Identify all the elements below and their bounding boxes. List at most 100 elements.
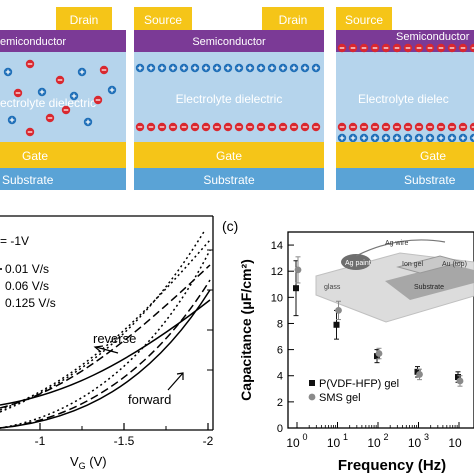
x-axis-label: Frequency (Hz) <box>338 457 446 474</box>
electrolyte-label: Electrolyte dielectric <box>176 92 283 106</box>
sweep-rate-label: 0.01 V/s <box>5 262 49 276</box>
positive-ion <box>212 63 222 73</box>
negative-ion <box>278 122 288 132</box>
x-tick-label: 10 <box>327 436 341 450</box>
negative-ion <box>256 122 266 132</box>
positive-ion <box>447 133 457 143</box>
negative-ion <box>414 43 424 53</box>
x-tick-label: -1 <box>35 434 46 448</box>
substrate-block <box>385 264 474 300</box>
sweep-rate-label: 0.125 V/s <box>5 296 56 310</box>
semiconductor-label: Semiconductor <box>192 36 266 48</box>
transfer-curve <box>0 264 211 409</box>
negative-ion <box>337 43 347 53</box>
positive-ion <box>223 63 233 73</box>
ion-rows-polarized <box>135 63 321 132</box>
positive-ion <box>77 67 87 77</box>
positive-ion <box>146 63 156 73</box>
negative-ion <box>447 122 457 132</box>
positive-ion <box>3 67 13 77</box>
x-tick-label: 10 <box>286 436 300 450</box>
electrolyte-label: Electrolyte dielec <box>358 92 449 106</box>
y-tick-label: 12 <box>271 266 283 278</box>
negative-ion <box>45 113 55 123</box>
x-tick-label: 10 <box>408 436 422 450</box>
negative-ion <box>99 65 109 75</box>
transfer-curves <box>0 229 211 429</box>
substrate-layer <box>0 168 126 190</box>
negative-ion <box>234 122 244 132</box>
panel-a2: Source Drain Semiconductor Electrolyte d… <box>134 7 324 190</box>
ion-gel-label: Ion gel <box>402 261 423 268</box>
x-tick-label: -2 <box>203 434 214 448</box>
device-inset: Ag paint Ag wire Ion gel Au (top) Substr… <box>315 239 474 323</box>
semiconductor-label: emiconductor <box>0 36 66 48</box>
negative-ion <box>245 122 255 132</box>
x-axis-label: VG (V) <box>70 454 107 471</box>
gate-layer <box>0 142 126 168</box>
drain-label: Drain <box>70 13 99 27</box>
positive-ion <box>37 87 47 97</box>
negative-ion <box>13 88 23 98</box>
y-tick-label: 0 <box>277 423 283 435</box>
negative-ion <box>267 122 277 132</box>
negative-ion <box>311 122 321 132</box>
negative-ion <box>436 122 446 132</box>
transfer-curve <box>0 249 211 429</box>
drain-label: Drain <box>279 13 308 27</box>
positive-ion <box>179 63 189 73</box>
negative-ion <box>190 122 200 132</box>
x-tick-label: -1.5 <box>114 434 135 448</box>
panel-a1: Drain emiconductor ectrolyte dielectric … <box>0 7 126 190</box>
positive-ion <box>458 133 468 143</box>
y-tick-label: 6 <box>277 345 283 357</box>
positive-ion <box>403 133 413 143</box>
data-point-pvdf <box>293 285 299 292</box>
negative-ion <box>392 122 402 132</box>
substrate-layer <box>134 168 324 190</box>
transfer-curve <box>0 289 211 429</box>
data-point-sms <box>375 350 383 357</box>
negative-ion <box>403 122 413 132</box>
negative-ion <box>458 122 468 132</box>
positive-ion <box>348 133 358 143</box>
substrate-label: Substrate <box>203 173 255 187</box>
vd-legend-head: = -1V <box>0 234 29 248</box>
data-point-pvdf <box>333 321 340 328</box>
plot-frame <box>287 231 474 429</box>
negative-ion <box>348 122 358 132</box>
positive-ion <box>300 63 310 73</box>
positive-ion <box>267 63 277 73</box>
forward-label: forward <box>128 392 171 407</box>
positive-ion <box>69 91 79 101</box>
y-tick-label: 10 <box>271 292 283 304</box>
positive-ion <box>234 63 244 73</box>
data-point-pvdf <box>455 374 461 381</box>
forward-arrowhead <box>176 372 184 380</box>
x-tick-exponent: 0 <box>302 432 307 442</box>
legend-marker-sms <box>308 393 316 401</box>
positive-ion <box>337 133 347 143</box>
negative-ion <box>458 43 468 53</box>
positive-ion <box>359 133 369 143</box>
semiconductor-label: Semiconductor <box>396 31 470 43</box>
source-label: Source <box>144 13 182 27</box>
positive-ion <box>425 133 435 143</box>
source-electrode <box>336 7 392 30</box>
positive-ion <box>7 115 17 125</box>
positive-ion <box>107 85 117 95</box>
negative-ion <box>337 122 347 132</box>
negative-ion <box>370 43 380 53</box>
ag-wire <box>355 239 446 257</box>
negative-ion <box>289 122 299 132</box>
legend-marker-pvdf <box>309 380 315 386</box>
electrolyte-label: ectrolyte dielectric <box>0 96 96 110</box>
data-points <box>293 256 464 387</box>
substrate-label: Substrate <box>414 284 444 291</box>
positive-ion <box>245 63 255 73</box>
negative-ion <box>403 43 413 53</box>
negative-ion <box>201 122 211 132</box>
negative-ion <box>392 43 402 53</box>
semiconductor-layer <box>134 30 324 52</box>
negative-ion <box>223 122 233 132</box>
